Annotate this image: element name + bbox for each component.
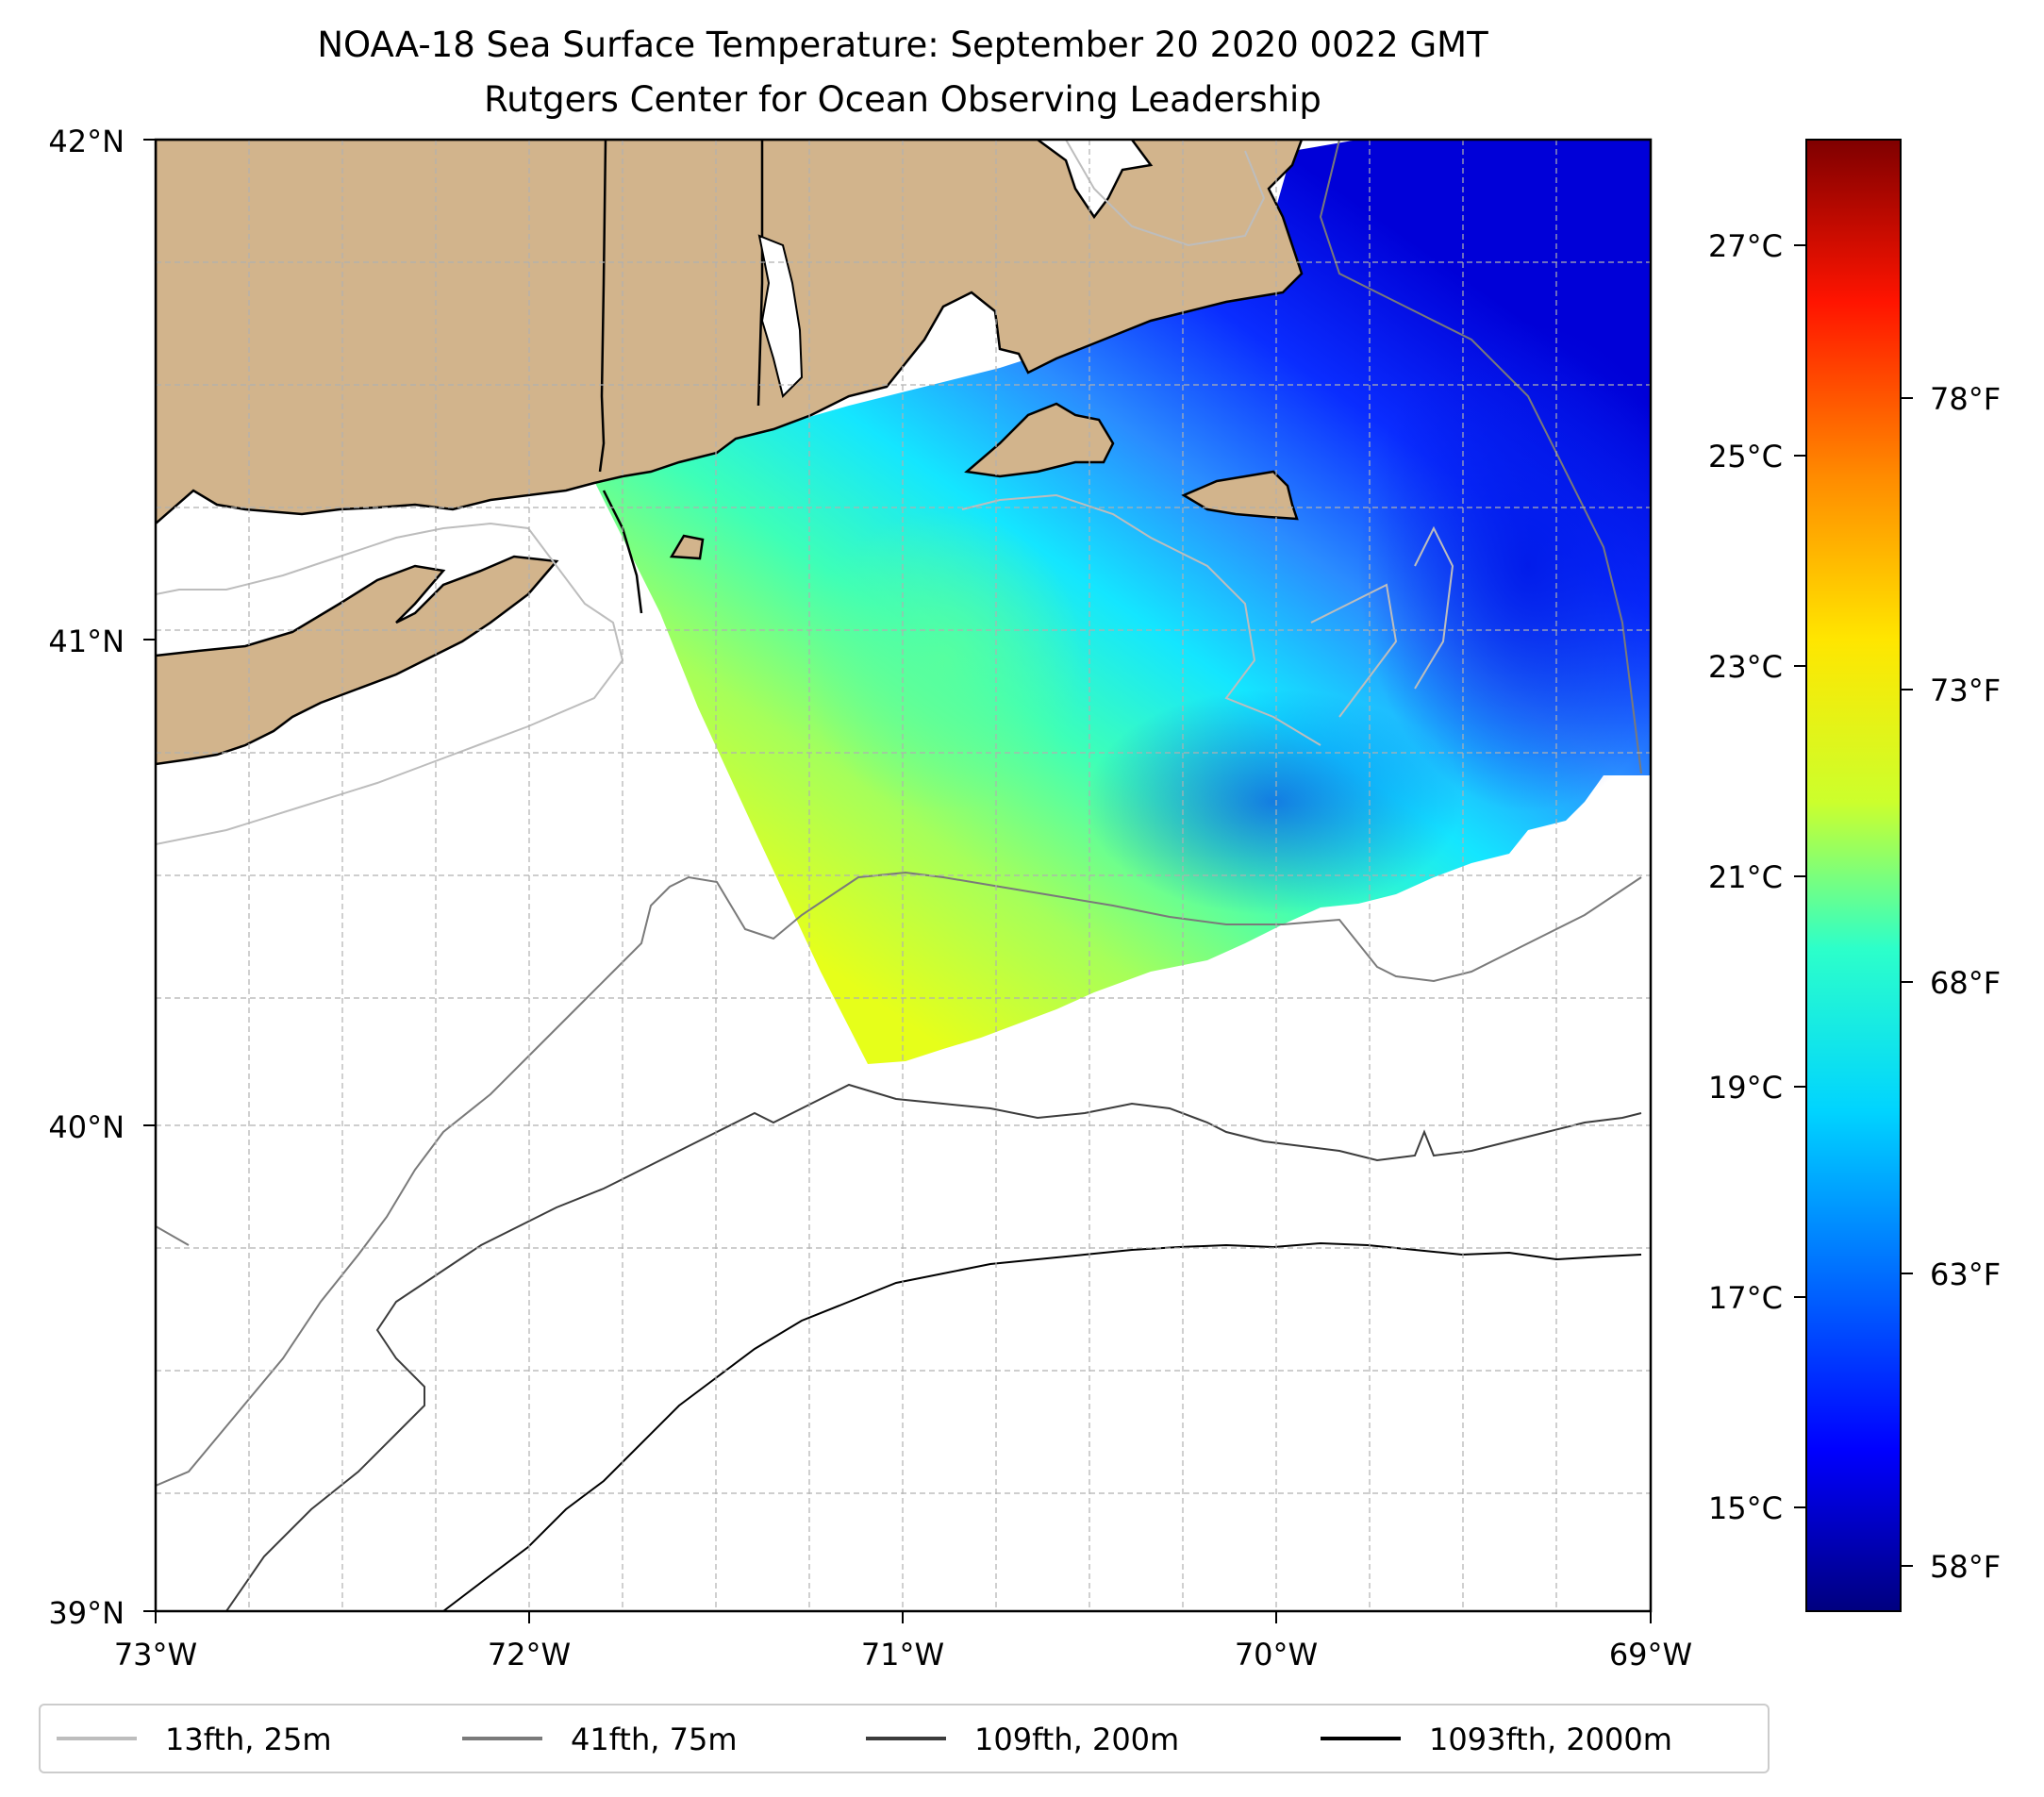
cbar-c-23: 23°C [1708, 649, 1783, 685]
narragansett-bay [757, 234, 804, 398]
legend: 13fth, 25m 41fth, 75m 109fth, 200m 1093f… [39, 1704, 1770, 1773]
land-block-island [669, 534, 705, 560]
cbar-f-73: 73°F [1930, 673, 2001, 708]
contour-75m [156, 140, 1642, 1487]
cbar-f-78: 78°F [1930, 381, 2001, 417]
lon-label-70: 70°W [1235, 1637, 1318, 1672]
gridlines [156, 140, 1651, 1611]
colorbar-celsius-axis: 27°C 25°C 23°C 21°C 19°C 17°C 15°C [1708, 228, 1806, 1526]
colorbar-fahrenheit-axis: 78°F 73°F 68°F 63°F 58°F [1901, 381, 2001, 1585]
cbar-f-58: 58°F [1930, 1549, 2001, 1585]
title-line-2: Rutgers Center for Ocean Observing Leade… [484, 79, 1321, 120]
cbar-f-68: 68°F [1930, 965, 2001, 1001]
cbar-f-63: 63°F [1930, 1256, 2001, 1292]
lat-label-40: 40°N [48, 1109, 125, 1145]
lat-label-41: 41°N [48, 624, 125, 659]
land-marthas-vineyard [964, 402, 1115, 478]
legend-label-75m: 41fth, 75m [571, 1722, 737, 1757]
sst-warm-patch [802, 509, 1085, 811]
colorbar [1805, 139, 1902, 1612]
state-boundary-ct-ri [756, 140, 764, 407]
contour-25m [156, 522, 624, 845]
contour-200m [225, 1083, 1642, 1611]
sst-cold-patch-south [1085, 689, 1462, 915]
cbar-c-25: 25°C [1708, 439, 1783, 474]
lon-label-73: 73°W [114, 1637, 197, 1672]
cbar-c-15: 15°C [1708, 1490, 1783, 1526]
state-boundary-ny-line [602, 490, 643, 614]
lon-label-72: 72°W [488, 1637, 571, 1672]
cbar-c-19: 19°C [1708, 1070, 1783, 1106]
sst-cold-patch [1358, 321, 1651, 811]
contour-25m-cape [961, 140, 1454, 746]
lon-label-71: 71°W [861, 1637, 944, 1672]
cbar-c-21: 21°C [1708, 859, 1783, 895]
legend-label-200m: 109fth, 200m [974, 1722, 1179, 1757]
cbar-c-17: 17°C [1708, 1280, 1783, 1316]
lon-label-69: 69°W [1609, 1637, 1692, 1672]
lat-label-42: 42°N [48, 124, 125, 159]
title-line-1: NOAA-18 Sea Surface Temperature: Septemb… [317, 25, 1488, 65]
map-area [156, 140, 1651, 1611]
state-boundary-ny-ct [598, 140, 607, 473]
lat-label-39: 39°N [48, 1595, 125, 1631]
cbar-c-27: 27°C [1708, 228, 1783, 264]
lon-axis: 73°W 72°W 71°W 70°W 69°W [114, 1611, 1692, 1672]
legend-label-25m: 13fth, 25m [165, 1722, 331, 1757]
land-long-island [156, 555, 559, 766]
lat-axis: 42°N 41°N 40°N 39°N [48, 124, 156, 1631]
legend-label-2000m: 1093fth, 2000m [1429, 1722, 1672, 1757]
